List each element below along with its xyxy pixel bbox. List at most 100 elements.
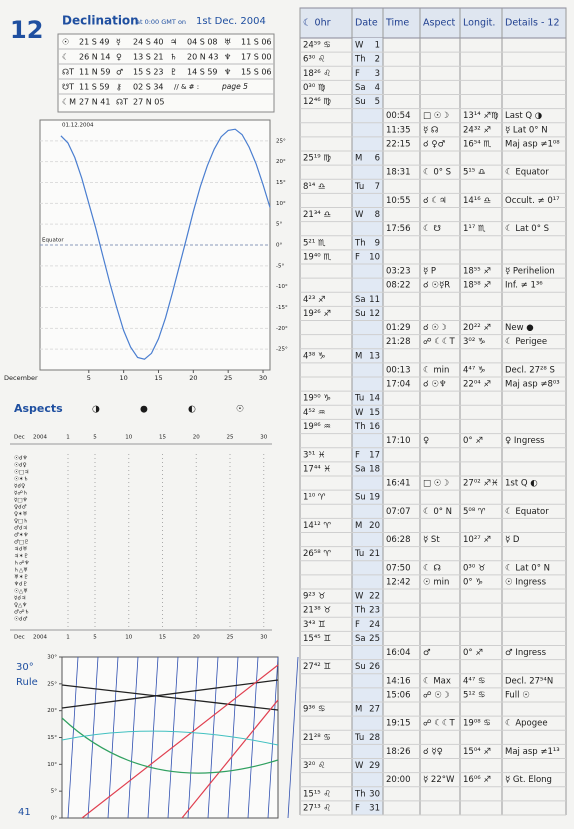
cell-moon: 9²³ ♉ <box>303 592 326 602</box>
planet-symbol: ☊T <box>116 98 128 107</box>
planet-symbol: ☋T <box>62 83 74 92</box>
cell-day: 30 <box>369 789 380 799</box>
cell-time: 16:41 <box>386 479 411 489</box>
cell-moon: 12⁴⁶ ♍ <box>303 97 331 107</box>
planet-symbol: ♆ <box>224 53 231 62</box>
cell-day: 7 <box>375 182 380 192</box>
aspects-day: 1 <box>66 635 70 641</box>
cell-weekday: Tu <box>354 733 364 743</box>
cell-weekday: Sa <box>355 295 366 305</box>
rule-curve <box>181 699 279 819</box>
cell-day: 27 <box>369 705 380 715</box>
aspect-row-label: ☉☌♂ <box>14 617 28 623</box>
x-tick-label: 5 <box>87 374 91 382</box>
cell-time: 06:28 <box>386 535 411 545</box>
cell-longit: 18⁵⁵ ♐ <box>463 267 491 277</box>
cell-day: 14 <box>369 394 380 404</box>
planet-declination: 17 S 00 <box>241 53 272 62</box>
cell-time: 20:00 <box>386 775 411 785</box>
cell-moon: 3⁵¹ ♓ <box>303 450 326 460</box>
column-header: Longit. <box>463 18 495 29</box>
cell-time: 07:07 <box>386 507 411 517</box>
cell-day: 28 <box>369 733 380 743</box>
cell-aspect: ☾ 0° S <box>423 168 451 178</box>
cell-day: 4 <box>375 83 380 93</box>
cell-moon: 6³⁰ ♌ <box>303 55 326 65</box>
aspects-day: 1 <box>66 435 70 441</box>
cell-moon: 0³⁰ ♍ <box>303 83 326 93</box>
planet-symbol: ♀ <box>116 53 122 62</box>
column-header: ☾ 0hr <box>303 18 331 29</box>
cell-time: 18:31 <box>386 168 411 178</box>
cell-day: 19 <box>369 493 380 503</box>
aspect-row-label: ☉✶♄ <box>14 476 28 483</box>
rule-tick-label: 25° <box>47 681 57 687</box>
rule-guide <box>147 656 159 819</box>
cell-weekday: W <box>355 592 364 602</box>
cell-details: Inf. ≠ 1³⁶ <box>505 281 543 291</box>
cell-longit: 0³⁰ ♉ <box>463 563 486 573</box>
planet-declination: 11 N 59 <box>79 68 110 77</box>
cell-details: ☾ Lat 0° N <box>505 563 550 573</box>
cell-moon: 19⁸⁶ ♒ <box>303 422 331 432</box>
cell-longit: 18⁵⁸ ♐ <box>463 281 491 291</box>
cell-weekday: Th <box>354 422 366 432</box>
cell-day: 10 <box>369 252 380 262</box>
cell-time: 14:16 <box>386 676 411 686</box>
rule-curve <box>81 664 279 819</box>
planet-symbol: ♇ <box>170 68 177 77</box>
aspect-row-label: ♂☌♃ <box>14 525 28 532</box>
planet-declination: 27 N 41 <box>79 98 110 107</box>
cell-moon: 15⁴⁵ ♊ <box>303 634 331 644</box>
cell-time: 03:23 <box>386 267 411 277</box>
planet-declination: 04 S 08 <box>187 38 218 47</box>
cell-moon: 4⁵² ♒ <box>303 408 326 418</box>
cell-time: 17:10 <box>386 436 411 446</box>
aspects-year: 2004 <box>33 635 47 641</box>
cell-weekday: Th <box>354 238 366 248</box>
aspect-row-label: ♀□♄ <box>14 518 28 525</box>
cell-weekday: Sa <box>355 83 366 93</box>
cell-moon: 19²⁶ ♐ <box>303 309 331 319</box>
cell-longit: 0° ♑ <box>463 577 483 587</box>
cell-day: 3 <box>375 69 380 79</box>
cell-aspect: ☌ ☉☿R <box>423 281 450 291</box>
planet-symbol: ♅ <box>224 38 231 47</box>
cell-day: 2 <box>375 55 380 65</box>
moon-declination-line <box>60 128 271 360</box>
planet-declination: 27 N 05 <box>133 98 164 107</box>
cell-moon: 3²⁰ ♌ <box>303 761 326 771</box>
cell-weekday: Sa <box>355 634 366 644</box>
cell-weekday: Tu <box>354 182 364 192</box>
column-header: Date <box>355 18 378 29</box>
rule-guide <box>87 656 99 819</box>
rule-guide <box>247 656 259 819</box>
cell-details: ♀ Ingress <box>505 436 545 446</box>
planet-declination: 24 S 40 <box>133 38 164 47</box>
cell-weekday: M <box>355 521 362 531</box>
aspects-year: 2004 <box>33 435 47 441</box>
cell-weekday: F <box>355 450 360 460</box>
cell-day: 12 <box>369 309 380 319</box>
rule-subtitle: Rule <box>16 677 38 688</box>
cell-details: 1st Q ◐ <box>505 479 538 489</box>
cell-moon: 19⁵⁰ ♑ <box>303 394 331 404</box>
cell-moon: 14¹² ♈ <box>303 521 331 531</box>
cell-time: 10:55 <box>386 196 411 206</box>
aspects-day: 30 <box>260 635 267 641</box>
decl-ref: page 5 <box>221 82 248 91</box>
x-tick-label: 20 <box>189 374 197 382</box>
rule-curve <box>61 679 279 709</box>
cell-longit: 15⁰⁴ ♐ <box>463 747 491 757</box>
cell-weekday: Su <box>355 493 366 503</box>
aspect-row-label: ♂✶♆ <box>14 532 29 539</box>
cell-aspect: ☍ ☾☾T <box>423 719 456 729</box>
aspect-row-label: ♂□♇ <box>14 539 29 546</box>
planet-symbol: ☾ <box>62 53 69 62</box>
rule-tick-label: 0° <box>51 816 57 822</box>
cell-aspect: ☿ 22°W <box>423 775 455 785</box>
cell-aspect: ☌ ☿♀ <box>423 747 443 757</box>
cell-moon: 9³⁶ ♋ <box>303 705 326 715</box>
cell-weekday: Su <box>355 309 366 319</box>
